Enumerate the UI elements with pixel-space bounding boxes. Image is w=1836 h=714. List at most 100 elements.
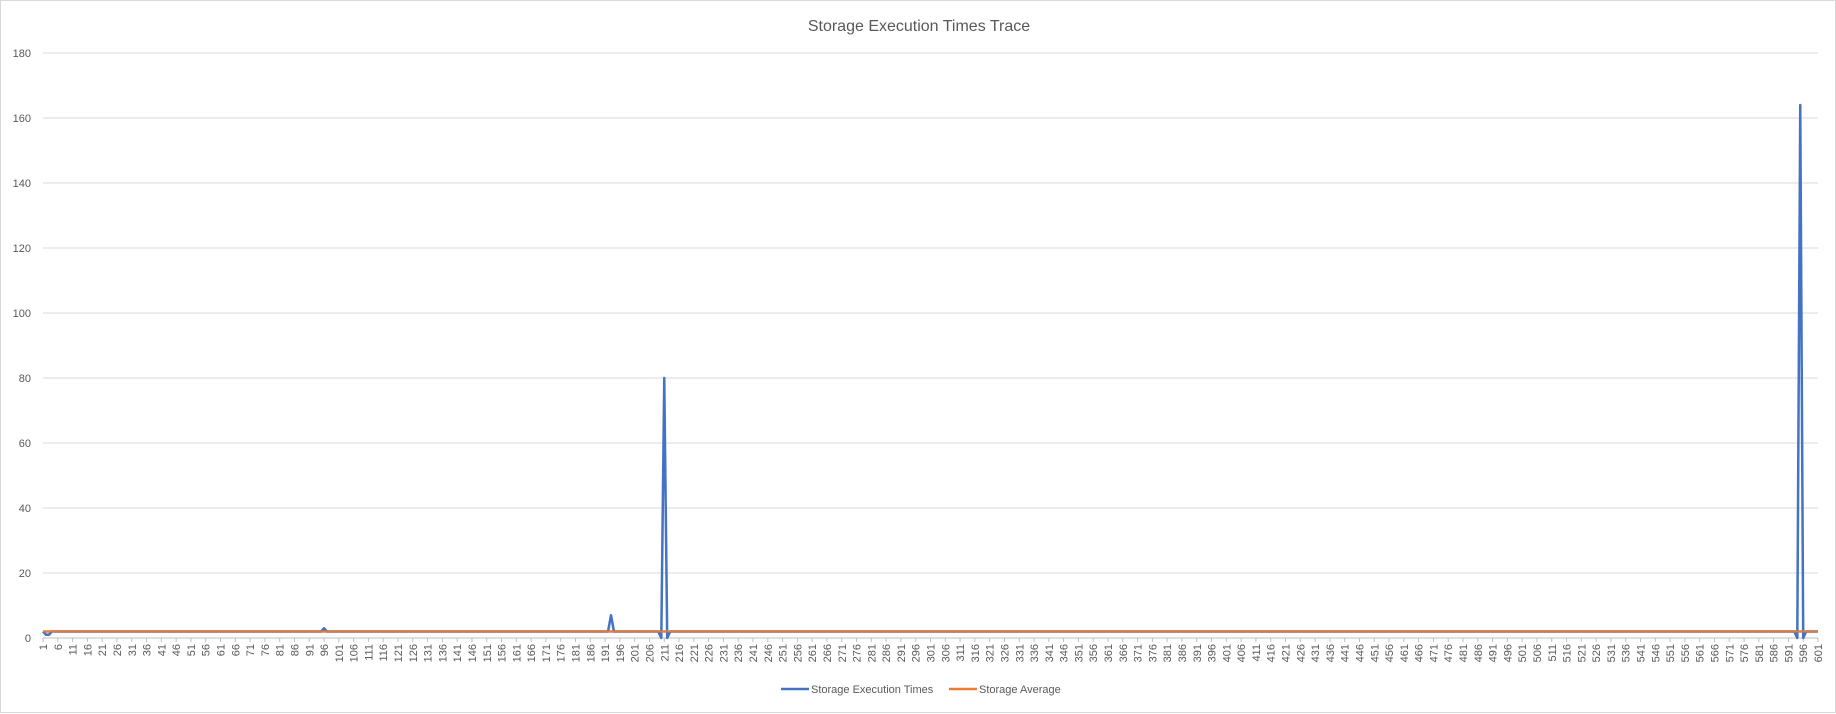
x-tick-label: 156 [497, 644, 509, 662]
x-tick-label: 321 [985, 644, 997, 662]
x-tick-label: 531 [1606, 644, 1618, 662]
x-tick-label: 201 [630, 644, 642, 662]
x-tick-label: 186 [585, 644, 597, 662]
x-tick-label: 401 [1221, 644, 1233, 662]
x-tick-label: 526 [1591, 644, 1603, 662]
x-tick-label: 6 [53, 644, 65, 650]
x-tick-label: 161 [511, 644, 523, 662]
x-tick-label: 316 [970, 644, 982, 662]
x-tick-label: 251 [778, 644, 790, 662]
legend-label: Storage Average [979, 684, 1061, 696]
x-tick-label: 516 [1562, 644, 1574, 662]
x-tick-label: 126 [408, 644, 420, 662]
x-tick-label: 466 [1414, 644, 1426, 662]
x-tick-label: 176 [556, 644, 568, 662]
x-tick-label: 111 [363, 644, 375, 661]
x-tick-label: 56 [201, 644, 213, 656]
x-tick-label: 521 [1576, 644, 1588, 662]
x-tick-label: 511 [1547, 644, 1559, 662]
y-tick-label: 140 [13, 178, 31, 190]
x-tick-label: 206 [644, 644, 656, 662]
x-tick-label: 196 [615, 644, 627, 662]
x-tick-label: 271 [837, 644, 849, 662]
x-tick-label: 361 [1103, 644, 1115, 662]
x-tick-label: 591 [1783, 644, 1795, 662]
x-tick-label: 371 [1133, 644, 1145, 662]
x-tick-label: 216 [674, 644, 686, 662]
x-tick-label: 31 [127, 644, 139, 656]
x-tick-label: 66 [230, 644, 242, 656]
x-tick-label: 301 [926, 644, 938, 662]
x-tick-label: 596 [1798, 644, 1810, 662]
x-tick-label: 71 [245, 644, 257, 656]
x-tick-label: 346 [1059, 644, 1071, 662]
x-tick-label: 21 [97, 644, 109, 656]
x-tick-label: 261 [807, 644, 819, 662]
x-tick-label: 291 [896, 644, 908, 662]
x-tick-label: 116 [378, 644, 390, 662]
x-tick-label: 281 [866, 644, 878, 662]
x-tick-label: 416 [1266, 644, 1278, 662]
series-storage-execution-times-line [42, 103, 1818, 640]
x-tick-label: 296 [911, 644, 923, 662]
x-tick-label: 391 [1192, 644, 1204, 662]
x-tick-label: 211 [659, 644, 671, 662]
x-tick-label: 461 [1399, 644, 1411, 662]
legend-item[interactable]: Storage Average [949, 684, 1061, 696]
y-tick-label: 180 [13, 48, 31, 60]
x-tick-label: 26 [112, 644, 124, 656]
x-tick-label: 491 [1488, 644, 1500, 662]
x-tick-label: 326 [999, 644, 1011, 662]
x-tick-label: 306 [940, 644, 952, 662]
x-tick-label: 341 [1044, 644, 1056, 662]
chart-title: Storage Execution Times Trace [808, 18, 1030, 35]
x-tick-label: 386 [1177, 644, 1189, 662]
x-tick-label: 16 [82, 644, 94, 656]
x-tick-label: 91 [304, 644, 316, 656]
x-tick-label: 471 [1428, 644, 1440, 662]
x-tick-label: 121 [393, 644, 405, 662]
legend[interactable]: Storage Execution Times Storage Average [781, 684, 1061, 696]
x-tick-label: 231 [718, 644, 730, 662]
x-tick-label: 76 [260, 644, 272, 656]
x-tick-label: 286 [881, 644, 893, 662]
x-tick-label: 426 [1295, 644, 1307, 662]
x-tick-label: 431 [1310, 644, 1322, 662]
x-tick-label: 166 [526, 644, 538, 662]
x-tick-label: 131 [423, 644, 435, 662]
x-tick-label: 106 [349, 644, 361, 662]
y-tick-label: 80 [19, 373, 31, 385]
x-tick-label: 581 [1754, 644, 1766, 662]
legend-item[interactable]: Storage Execution Times [781, 684, 934, 696]
x-tick-label: 381 [1162, 644, 1174, 662]
x-tick-label: 551 [1665, 644, 1677, 662]
x-tick-label: 141 [452, 644, 464, 662]
x-tick-label: 336 [1029, 644, 1041, 662]
y-tick-label: 120 [13, 243, 31, 255]
x-tick-label: 266 [822, 644, 834, 662]
x-tick-label: 181 [571, 644, 583, 662]
x-tick-label: 11 [68, 644, 80, 655]
x-tick-label: 311 [955, 644, 967, 662]
series-layer [42, 103, 1818, 640]
x-tick-label: 441 [1340, 644, 1352, 662]
gridlines [43, 52, 1818, 639]
x-tick-label: 436 [1325, 644, 1337, 662]
x-tick-label: 246 [763, 644, 775, 662]
x-tick-label: 496 [1502, 644, 1514, 662]
x-tick-label: 36 [142, 644, 154, 656]
x-tick-label: 501 [1517, 644, 1529, 662]
x-tick-label: 411 [1251, 644, 1263, 662]
x-tick-label: 476 [1443, 644, 1455, 662]
x-tick-label: 256 [792, 644, 804, 662]
x-tick-label: 396 [1207, 644, 1219, 662]
x-tick-label: 151 [482, 644, 494, 662]
y-tick-label: 60 [19, 438, 31, 450]
x-tick-label: 586 [1769, 644, 1781, 662]
x-tick-label: 576 [1739, 644, 1751, 662]
x-tick-label: 366 [1118, 644, 1130, 662]
x-tick-label: 536 [1621, 644, 1633, 662]
x-tick-label: 86 [289, 644, 301, 656]
x-tick-label: 146 [467, 644, 479, 662]
